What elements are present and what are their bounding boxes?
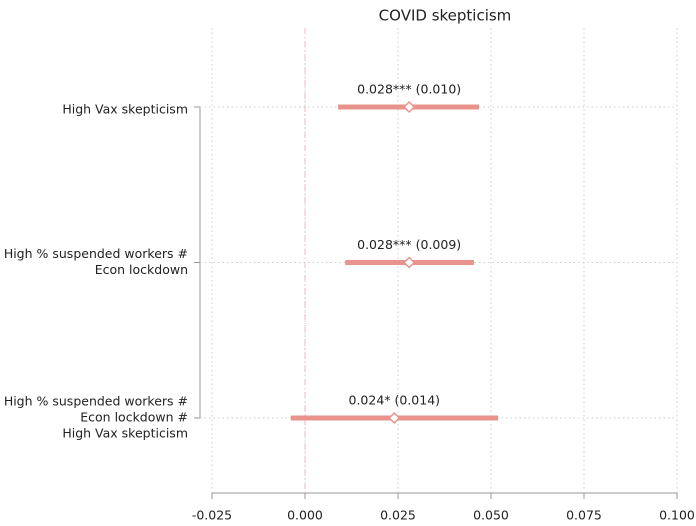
y-tick-label: High % suspended workers # xyxy=(4,246,188,261)
x-tick-label: 0.050 xyxy=(473,508,509,523)
chart-title: COVID skepticism xyxy=(379,7,512,25)
y-tick-label: High Vax skepticism xyxy=(62,426,188,441)
point-estimate xyxy=(388,411,401,425)
y-tick-label: Econ lockdown # xyxy=(80,410,188,425)
x-tick-label: -0.025 xyxy=(192,508,232,523)
x-tick-label: 0.075 xyxy=(566,508,602,523)
x-tick-label: 0.025 xyxy=(380,508,416,523)
x-tick-label: 0.000 xyxy=(287,508,323,523)
value-label: 0.028*** (0.010) xyxy=(357,82,461,97)
value-label: 0.024* (0.014) xyxy=(349,393,441,408)
value-label: 0.028*** (0.009) xyxy=(357,237,461,252)
y-tick-label: High % suspended workers # xyxy=(4,394,188,409)
y-tick-label: High Vax skepticism xyxy=(62,102,188,117)
y-tick-label: Econ lockdown xyxy=(95,262,188,277)
point-estimate xyxy=(403,100,416,114)
x-tick-label: 0.100 xyxy=(659,508,695,523)
point-estimate xyxy=(403,256,416,269)
